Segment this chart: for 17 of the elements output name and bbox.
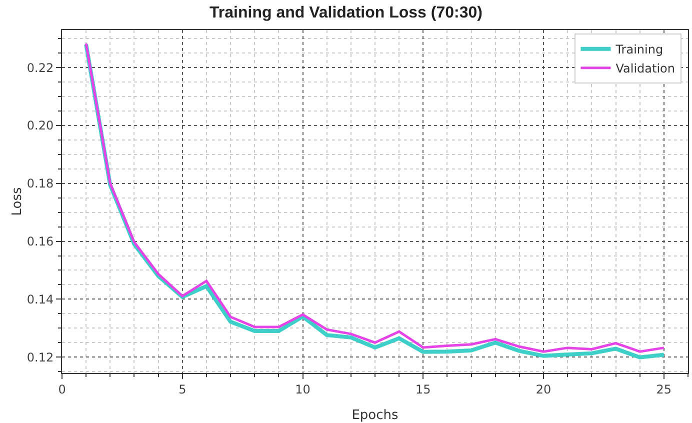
x-tick-label: 15 <box>416 382 431 396</box>
x-axis-title: Epochs <box>352 408 399 423</box>
x-tick-label: 25 <box>656 382 672 396</box>
legend-label: Training <box>614 42 664 57</box>
chart-title: Training and Validation Loss (70:30) <box>210 4 482 22</box>
x-tick-label: 10 <box>295 382 310 396</box>
y-tick-label: 0.12 <box>26 350 54 364</box>
y-tick-label: 0.16 <box>26 234 54 248</box>
y-tick-label: 0.22 <box>26 60 54 75</box>
legend-label: Validation <box>616 62 676 76</box>
x-tick-label: 5 <box>178 382 186 396</box>
y-axis-title: Loss <box>10 187 25 216</box>
x-tick-label: 20 <box>536 382 552 396</box>
x-tick-label: 0 <box>58 382 66 396</box>
y-tick-label: 0.14 <box>26 292 54 306</box>
y-tick-label: 0.18 <box>26 176 54 191</box>
y-tick-label: 0.20 <box>26 118 54 133</box>
